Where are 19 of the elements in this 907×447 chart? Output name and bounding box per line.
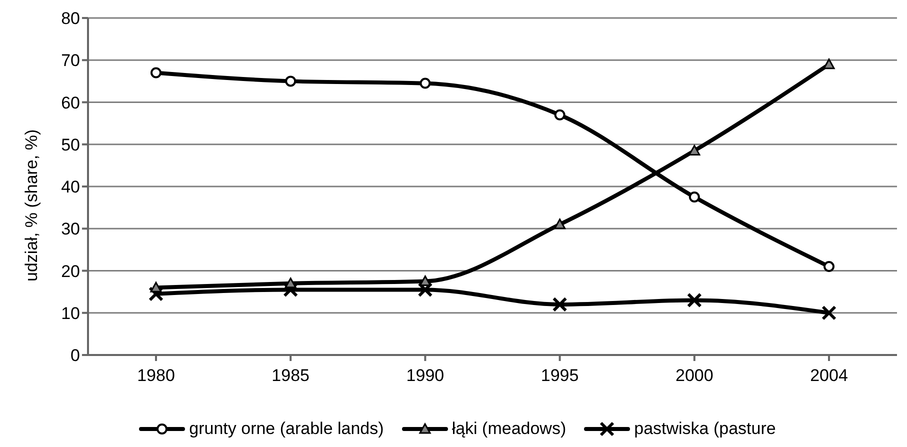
y-tick-label: 50	[61, 135, 80, 154]
x-tick-label: 1990	[406, 366, 444, 386]
y-tick-label: 10	[61, 304, 80, 323]
y-tick-label: 40	[61, 178, 80, 197]
y-tick-label: 80	[61, 9, 80, 28]
y-tick-label: 30	[61, 220, 80, 239]
x-tick-label: 2000	[675, 366, 714, 386]
legend-label: pastwiska (pasture	[634, 419, 776, 439]
x-tick-label: 1995	[540, 366, 579, 386]
y-tick-label: 20	[61, 262, 80, 281]
legend-label: łąki (meadows)	[452, 419, 566, 439]
y-tick-label: 0	[70, 346, 80, 366]
x-tick-label: 1985	[272, 366, 310, 386]
x-tick-label: 1980	[137, 366, 175, 386]
y-axis-title: udział, % (share, %)	[22, 129, 42, 282]
y-tick-label: 70	[61, 51, 80, 70]
y-tick-label: 60	[61, 93, 80, 112]
x-tick-label: 2004	[810, 366, 848, 386]
legend-label: grunty orne (arable lands)	[189, 419, 384, 439]
